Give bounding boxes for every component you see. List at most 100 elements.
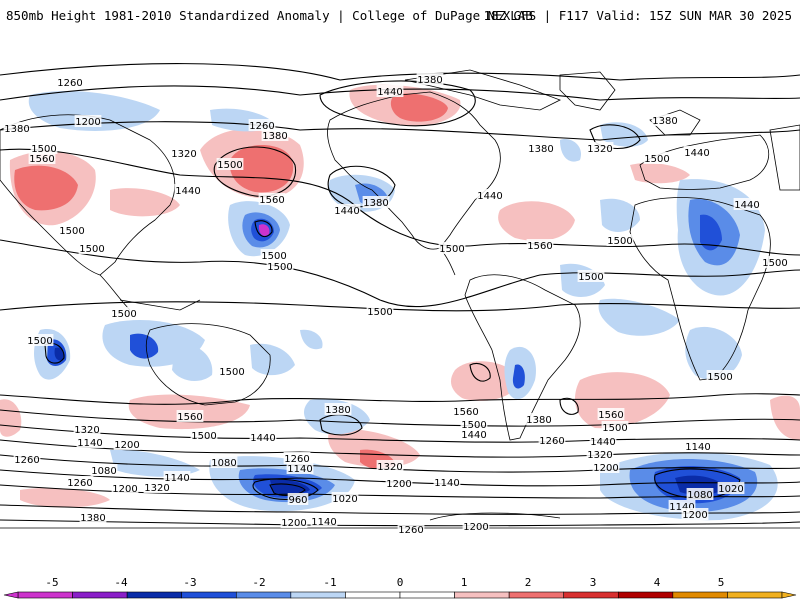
colorbar-label: -2 [252,576,266,589]
contour-label-bg [73,423,101,435]
colorbar-segment [399,591,455,599]
colorbar-segment [454,591,510,599]
colorbar-segment [290,591,346,599]
contour-label: 1500 [367,307,392,318]
contour-label: 1440 [377,87,402,98]
colorbar-segment [72,591,128,599]
contour-label: 1260 [249,121,274,132]
contour-label: 1380 [363,198,388,209]
header-left-title: 850mb Height 1981-2010 Standardized Anom… [6,8,533,23]
contour-label-bg [30,142,58,154]
contour-label-bg [589,435,617,447]
colorbar-arrow-right [781,591,797,599]
contour-label: 1260 [284,454,309,465]
contour-label-bg [733,198,761,210]
contour-label-bg [606,234,634,246]
contour-label-bg [310,515,338,527]
contour-label-bg [163,471,191,483]
colorbar-label: -1 [323,576,337,589]
contour-label-bg [78,242,106,254]
contour-label-bg [376,85,404,97]
contour-label: 1500 [267,262,292,273]
height-contours [0,63,800,527]
contour-label: 1200 [682,510,707,521]
contour-label-bg [460,418,488,430]
contour-label: 1500 [217,160,242,171]
contour-label-bg [28,152,56,164]
contour-label: 1440 [250,433,275,444]
contour-label: 1140 [685,442,710,453]
contour-label-bg [110,307,138,319]
contour-label: 1260 [398,525,423,536]
contour-label-bg [174,184,202,196]
contour-label: 1140 [287,464,312,475]
contour-label: 1140 [311,517,336,528]
contour-label-bg [58,224,86,236]
contour-label-bg [324,403,352,415]
contour-label-bg [111,482,139,494]
contour-label: 1440 [334,206,359,217]
colorbar-segment [235,591,292,599]
colorbar-arrow-left [3,591,19,599]
contour-label: 1500 [79,244,104,255]
contour-label-bg [333,204,361,216]
contour-label: 1560 [598,410,623,421]
contour-label: 1500 [644,154,669,165]
colorbar-label: -5 [45,576,59,589]
contour-label-bg [438,242,466,254]
contour-label-bg [460,428,488,440]
contour-label: 1500 [27,336,52,347]
contour-label-bg [287,493,309,505]
colorbar-label: 4 [653,576,661,589]
contour-label: 1320 [587,144,612,155]
contour-label: 1020 [718,484,743,495]
contour-label-bg [113,438,141,450]
colorbar-segment [563,591,619,599]
contour-label-bg [597,408,625,420]
contour-label-bg [258,193,286,205]
contour-label: 1560 [177,412,202,423]
contour-label: 960 [288,495,307,506]
contour-label: 1380 [325,405,350,416]
colorbar [3,591,797,599]
contour-label: 1500 [439,244,464,255]
contour-label-bg [176,410,204,422]
contour-label: 1560 [29,154,54,165]
contour-label-bg [261,129,289,141]
contour-label: 1500 [578,272,603,283]
contour-label-bg [538,434,566,446]
contour-label-bg [525,413,553,425]
contour-label: 1020 [332,494,357,505]
header-right-title: 18Z GFS | F117 Valid: 15Z SUN MAR 30 202… [483,8,792,23]
contour-label: 1260 [14,455,39,466]
contour-label-bg [66,476,94,488]
contour-label-bg [286,462,314,474]
contour-label-bg [586,448,614,460]
contour-label-bg [476,189,504,201]
contour-label-bg [218,365,246,377]
colorbar-segment [727,591,783,599]
contour-label-bg [210,456,238,468]
contour-label: 1500 [261,251,286,262]
contour-label-bg [280,516,308,528]
contour-label: 1500 [607,236,632,247]
contour-label-bg [706,370,734,382]
contour-label: 1320 [144,483,169,494]
colorbar-segment [672,591,728,599]
contour-label-bg [283,452,311,464]
colorbar-label: -4 [114,576,128,589]
contour-label-bg [643,152,671,164]
contour-label-bg [13,453,41,465]
contour-label-bg [76,436,104,448]
contour-label-bg [577,270,605,282]
contour-label-bg [684,440,712,452]
contour-label: 1560 [527,241,552,252]
contour-label: 1500 [191,431,216,442]
contour-label: 1500 [707,372,732,383]
contour-label: 1200 [593,463,618,474]
contour-label-bg [397,523,425,535]
contour-label-bg [79,511,107,523]
contour-label-bg [260,249,288,261]
contour-label: 1140 [77,438,102,449]
contour-label: 1080 [687,490,712,501]
